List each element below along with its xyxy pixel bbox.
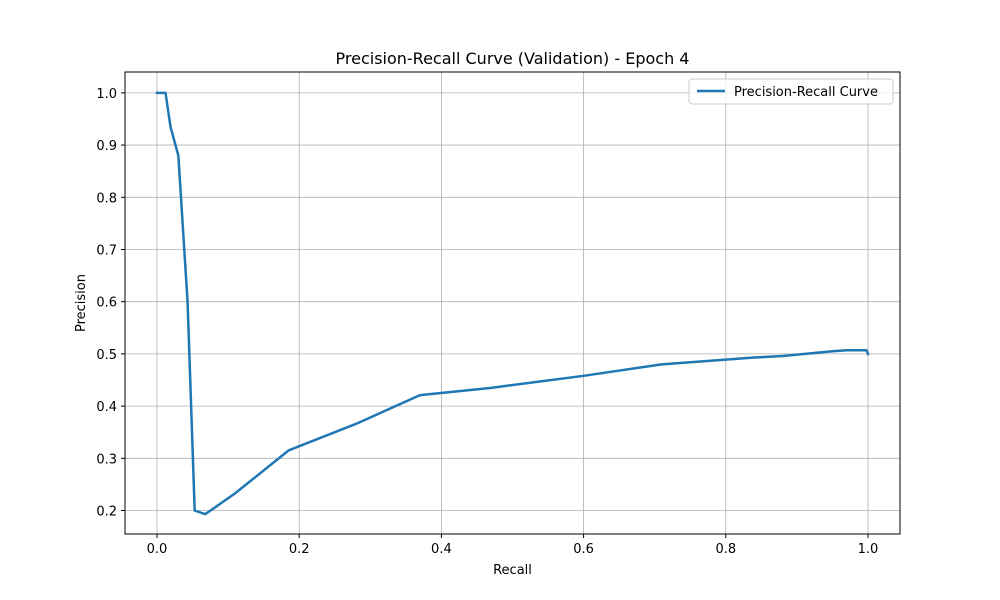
x-tick-label: 0.4 — [431, 542, 452, 557]
y-tick-label: 0.5 — [96, 348, 117, 363]
y-tick-label: 0.9 — [96, 139, 117, 154]
ticks: 0.0 0.2 0.4 0.6 0.8 1.0 0.2 0.3 0.4 0.5 0.6 0.7 0.8 0… — [96, 87, 878, 557]
x-tick-label: 1.0 — [858, 542, 879, 557]
x-axis-label: Recall — [493, 563, 532, 578]
y-tick-label: 0.4 — [96, 400, 117, 415]
series-line — [155, 91, 870, 516]
plot-frame — [124, 71, 901, 535]
series-layer — [155, 91, 870, 516]
y-tick-label: 0.2 — [96, 505, 117, 520]
grid — [125, 72, 900, 534]
x-tick-label: 0.2 — [289, 542, 310, 557]
y-tick-label: 0.7 — [96, 243, 117, 258]
legend-box — [688, 78, 894, 105]
y-tick-label: 0.8 — [96, 191, 117, 206]
y-tick-label: 0.3 — [96, 452, 117, 467]
chart-title: Precision-Recall Curve (Validation) - Ep… — [336, 49, 690, 68]
x-tick-label: 0.6 — [573, 542, 594, 557]
legend: Precision-Recall Curve — [688, 78, 894, 105]
y-tick-label: 1.0 — [96, 87, 117, 102]
x-tick-label: 0.8 — [715, 542, 736, 557]
y-tick-label: 0.6 — [96, 296, 117, 311]
y-axis-label: Precision — [74, 274, 89, 332]
legend-label: Precision-Recall Curve — [734, 85, 878, 100]
x-tick-label: 0.0 — [147, 542, 168, 557]
